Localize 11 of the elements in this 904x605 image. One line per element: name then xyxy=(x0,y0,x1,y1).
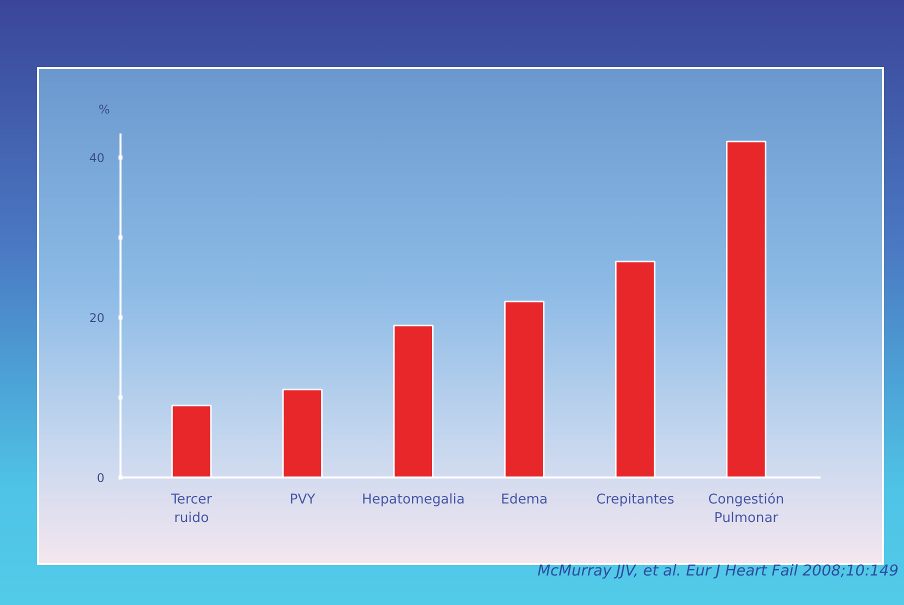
y-tick-label: 40 xyxy=(89,151,105,165)
x-tick-label: Crepitantes xyxy=(596,492,674,508)
y-axis-title: % xyxy=(98,102,110,116)
y-tick-label: 0 xyxy=(96,471,105,485)
x-tick-label: Hepatomegalia xyxy=(362,492,465,508)
x-tick-label: Edema xyxy=(500,492,548,508)
text: McMurray JJV, et al. Eur J Heart Fail 2008;10:149 xyxy=(537,562,899,580)
x-tick-label: Tercer ruido xyxy=(170,492,212,526)
y-tick-label: 20 xyxy=(89,311,105,325)
x-tick-label: PVY xyxy=(290,492,316,508)
x-tick-label: Congestión Pulmonar xyxy=(708,492,784,526)
